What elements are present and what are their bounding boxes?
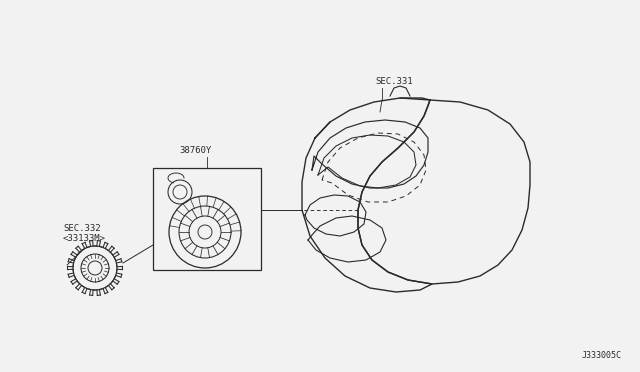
Text: 38760Y: 38760Y [179,146,211,155]
Bar [153,168,261,270]
Text: SEC.331: SEC.331 [375,77,413,86]
Text: SEC.332: SEC.332 [63,224,100,233]
Text: <33133M>: <33133M> [63,234,106,243]
Text: J333005C: J333005C [582,351,622,360]
